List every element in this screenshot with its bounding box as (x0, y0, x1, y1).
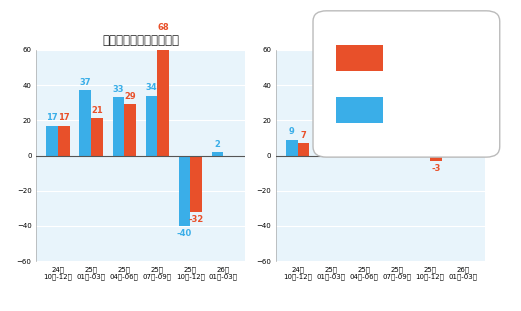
Bar (430, 156, 441, 161)
Bar (331, 138, 342, 156)
Text: 29: 29 (124, 92, 136, 101)
Text: 10: 10 (385, 126, 397, 135)
Bar (46, 126, 58, 156)
Text: -3: -3 (431, 164, 440, 173)
Bar (337, 45, 383, 71)
Text: 9: 9 (289, 128, 295, 137)
Text: 33: 33 (113, 85, 124, 94)
Bar (397, 127, 408, 156)
Text: -32: -32 (189, 215, 204, 224)
Bar (319, 127, 331, 156)
Text: 2: 2 (215, 140, 220, 149)
Bar (91, 118, 103, 156)
Bar (124, 104, 135, 156)
Bar (179, 156, 190, 226)
Bar (190, 156, 202, 212)
Text: 5: 5 (421, 135, 427, 143)
Bar (352, 129, 364, 156)
Text: 10: 10 (331, 126, 342, 135)
Text: 34: 34 (145, 83, 157, 92)
Text: 68: 68 (157, 24, 169, 32)
Text: 実　績: 実 績 (396, 51, 417, 64)
Text: 16: 16 (319, 115, 331, 124)
Bar (146, 95, 157, 156)
Bar (364, 138, 375, 156)
Bar (418, 147, 430, 156)
Text: 16: 16 (397, 115, 408, 124)
Bar (113, 97, 124, 156)
Bar (452, 145, 463, 156)
Text: 15: 15 (352, 117, 364, 126)
Text: 6: 6 (454, 133, 460, 142)
Title: 総受注金額指数（全国）: 総受注金額指数（全国） (102, 34, 179, 47)
Bar (286, 140, 297, 156)
FancyBboxPatch shape (313, 11, 500, 157)
Bar (386, 138, 397, 156)
Bar (58, 126, 69, 156)
Text: 7: 7 (301, 131, 306, 140)
Bar (157, 36, 169, 156)
Text: 見通し: 見通し (396, 104, 417, 117)
Bar (337, 97, 383, 123)
Bar (297, 143, 309, 156)
Bar (80, 90, 91, 156)
Text: -40: -40 (177, 229, 192, 238)
Text: 17: 17 (46, 114, 58, 122)
Title: １戸当り受注床面積指数（全国）: １戸当り受注床面積指数（全国） (328, 34, 433, 47)
Text: 21: 21 (91, 106, 103, 115)
Text: 17: 17 (58, 114, 70, 122)
Text: 10: 10 (364, 126, 376, 135)
Text: 37: 37 (80, 78, 91, 87)
Bar (212, 152, 224, 156)
